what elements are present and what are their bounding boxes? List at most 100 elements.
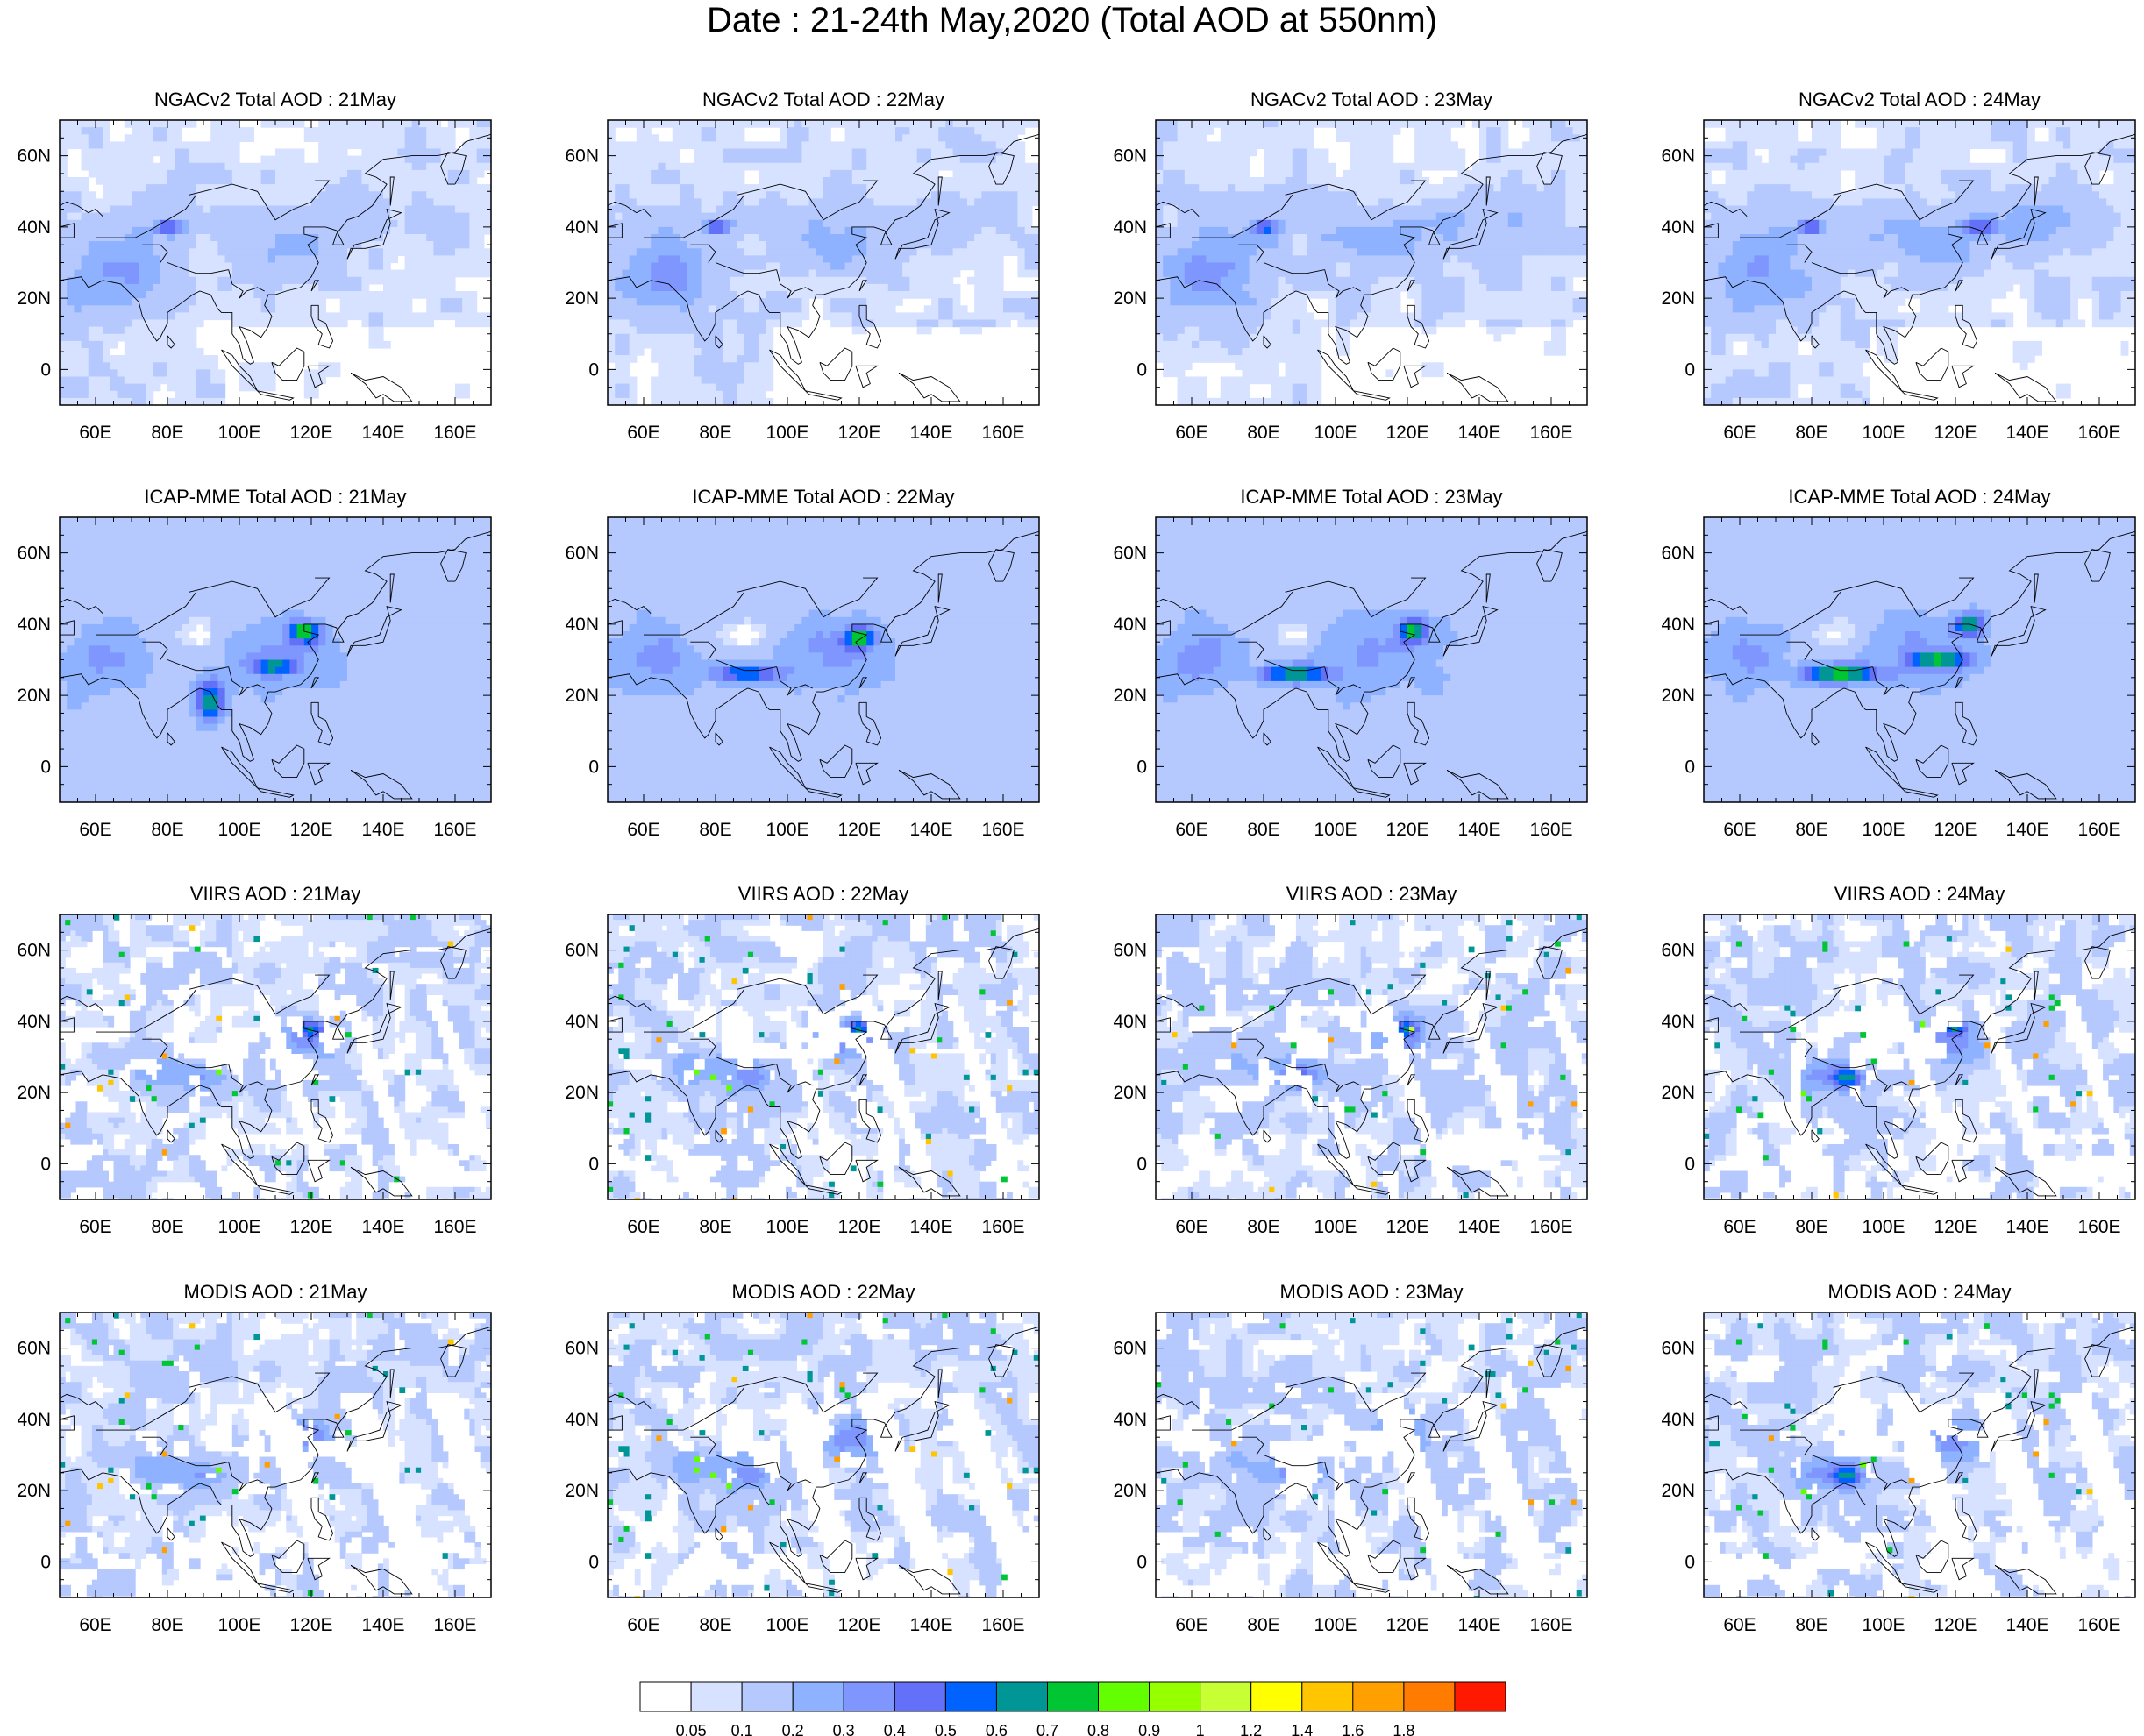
map-panel: MODIS AOD : 23May 60E 80E 100E 120E 140E 160E 6…: [1113, 1281, 1588, 1635]
map-panel: NGACv2 Total AOD : 21May 60E 80E 100E 120E 14…: [17, 89, 492, 443]
lon-tick-label: 100E: [1862, 1217, 1905, 1237]
lon-tick-label: 160E: [1529, 820, 1572, 840]
lat-tick-label: 40N: [1661, 217, 1695, 238]
lon-tick-label: 60E: [1175, 423, 1207, 443]
lat-tick-label: 0: [1685, 757, 1695, 777]
lon-tick-label: 80E: [151, 820, 183, 840]
lat-tick-label: 40N: [1661, 1012, 1695, 1032]
lat-tick-label: 20N: [1113, 686, 1147, 706]
lon-tick-label: 140E: [2005, 423, 2048, 443]
coastlines: [60, 928, 491, 1197]
lon-tick-label: 80E: [1795, 1217, 1827, 1237]
lat-tick-label: 60N: [565, 146, 599, 167]
lon-tick-label: 100E: [217, 423, 260, 443]
lat-tick-label: 0: [588, 1552, 599, 1572]
lat-tick-label: 60N: [17, 941, 51, 961]
lon-tick-label: 140E: [361, 820, 404, 840]
aod-field: [608, 914, 1039, 1199]
colorbar-label: 1.6: [1342, 1722, 1364, 1736]
colorbar: 0.05 0.1 0.2 0.3 0.4 0.5 0.6 0.7 0.8 0.9 1 1.2 1.4 1.…: [639, 1681, 1506, 1736]
lon-tick-label: 80E: [1795, 820, 1827, 840]
aod-field: [1704, 517, 2135, 802]
aod-field: [608, 120, 1039, 405]
colorbar-label: 0.5: [935, 1722, 957, 1736]
lon-tick-label: 60E: [1723, 1615, 1756, 1635]
colorbar-label: 0.7: [1036, 1722, 1058, 1736]
lat-tick-label: 60N: [565, 544, 599, 564]
lon-tick-label: 160E: [1529, 1615, 1572, 1635]
coastlines: [608, 928, 1039, 1197]
coastlines: [1704, 530, 2135, 800]
colorbar-label: 0.2: [782, 1722, 804, 1736]
panel-title: ICAP-MME Total AOD : 22May: [692, 486, 954, 508]
lat-tick-label: 0: [1136, 1154, 1147, 1174]
lon-tick-label: 160E: [2077, 423, 2120, 443]
lat-tick-label: 20N: [1661, 288, 1695, 309]
lon-tick-label: 140E: [1457, 423, 1500, 443]
lon-tick-label: 160E: [433, 1615, 476, 1635]
coastlines: [608, 530, 1039, 800]
lat-tick-label: 40N: [565, 1410, 599, 1430]
lon-tick-label: 60E: [627, 1217, 659, 1237]
lat-tick-label: 40N: [1113, 1012, 1147, 1032]
lon-tick-label: 60E: [1723, 820, 1756, 840]
lat-tick-label: 20N: [1113, 1481, 1147, 1501]
panel-title: NGACv2 Total AOD : 22May: [702, 89, 944, 110]
lon-tick-label: 120E: [1385, 1217, 1428, 1237]
lon-tick-label: 140E: [2005, 1615, 2048, 1635]
colorbar-swatch: [792, 1681, 844, 1712]
lon-tick-label: 100E: [766, 820, 808, 840]
lat-tick-label: 0: [588, 1154, 599, 1174]
lat-tick-label: 60N: [1113, 941, 1147, 961]
lat-tick-label: 0: [40, 1552, 51, 1572]
lat-tick-label: 40N: [17, 1012, 51, 1032]
lon-tick-label: 100E: [1862, 820, 1905, 840]
lat-tick-label: 60N: [565, 1339, 599, 1359]
map-panel: MODIS AOD : 21May 60E 80E 100E 120E 140E 160E 6…: [17, 1281, 492, 1635]
lon-tick-label: 80E: [699, 820, 731, 840]
lon-tick-label: 100E: [1862, 1615, 1905, 1635]
lat-tick-label: 20N: [1661, 1083, 1695, 1103]
lat-tick-label: 20N: [1113, 288, 1147, 309]
lon-tick-label: 100E: [766, 423, 808, 443]
map-panel: ICAP-MME Total AOD : 23May 60E 80E 100E 120E…: [1113, 486, 1588, 840]
coastlines: [1704, 133, 2135, 402]
lat-tick-label: 0: [588, 757, 599, 777]
map-panel: ICAP-MME Total AOD : 22May 60E 80E 100E 120E…: [565, 486, 1040, 840]
lon-tick-label: 120E: [1934, 820, 1977, 840]
lat-tick-label: 60N: [1661, 1339, 1695, 1359]
coastlines: [60, 133, 491, 402]
colorbar-swatch: [843, 1681, 895, 1712]
lat-tick-label: 20N: [17, 686, 51, 706]
lat-tick-label: 40N: [17, 217, 51, 238]
colorbar-label: 0.05: [676, 1722, 707, 1736]
lon-tick-label: 100E: [1314, 1217, 1357, 1237]
lon-tick-label: 160E: [1529, 423, 1572, 443]
colorbar-swatch: [1200, 1681, 1252, 1712]
lon-tick-label: 60E: [1175, 1615, 1207, 1635]
lat-tick-label: 0: [40, 359, 51, 380]
coastlines: [1156, 133, 1587, 402]
lon-tick-label: 160E: [2077, 1217, 2120, 1237]
panel-title: MODIS AOD : 23May: [1279, 1281, 1463, 1303]
colorbar-swatch: [1352, 1681, 1405, 1712]
lon-tick-label: 160E: [433, 820, 476, 840]
lon-tick-label: 60E: [79, 423, 111, 443]
lon-tick-label: 140E: [909, 1615, 952, 1635]
lat-tick-label: 0: [1136, 359, 1147, 380]
lat-tick-label: 60N: [17, 544, 51, 564]
lat-tick-label: 0: [1685, 1552, 1695, 1572]
panel-title: VIIRS AOD : 21May: [190, 883, 360, 905]
colorbar-swatch: [1047, 1681, 1100, 1712]
colorbar-swatch: [1149, 1681, 1201, 1712]
lon-tick-label: 140E: [909, 423, 952, 443]
panel-title: ICAP-MME Total AOD : 21May: [144, 486, 406, 508]
lon-tick-label: 120E: [837, 423, 880, 443]
lon-tick-label: 80E: [1247, 423, 1279, 443]
panel-title: ICAP-MME Total AOD : 23May: [1240, 486, 1502, 508]
map-panel: MODIS AOD : 24May 60E 80E 100E 120E 140E 160E 6…: [1661, 1281, 2136, 1635]
lon-tick-label: 160E: [981, 1217, 1024, 1237]
lat-tick-label: 40N: [565, 615, 599, 635]
lon-tick-label: 140E: [361, 1615, 404, 1635]
lon-tick-label: 120E: [1385, 1615, 1428, 1635]
